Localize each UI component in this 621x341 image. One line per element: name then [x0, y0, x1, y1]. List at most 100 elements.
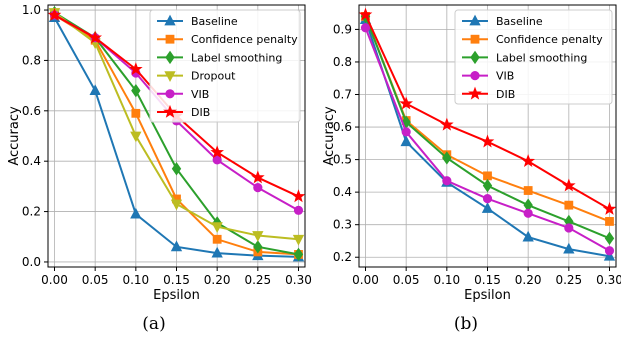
data-point	[564, 223, 574, 233]
y-tick-label: 0.5	[333, 153, 352, 167]
data-point	[212, 234, 222, 244]
y-axis-label: Accuracy	[7, 106, 22, 166]
x-tick-label: 0.05	[82, 273, 109, 287]
data-point	[399, 96, 413, 110]
y-tick-label: 0.8	[22, 53, 41, 67]
data-point	[131, 83, 141, 98]
data-point	[88, 30, 102, 44]
data-point	[129, 62, 143, 76]
legend-marker	[469, 14, 481, 26]
y-tick-label: 0.7	[333, 88, 352, 102]
legend-label: Baseline	[496, 15, 543, 28]
x-tick-label: 0.30	[596, 273, 621, 287]
data-point	[442, 151, 452, 165]
y-tick-label: 0.4	[22, 154, 41, 168]
y-tick-label: 0.6	[22, 104, 41, 118]
data-point	[358, 7, 373, 21]
data-point	[293, 247, 304, 262]
x-tick-label: 0.00	[352, 273, 379, 287]
legend-marker	[470, 50, 480, 65]
x-tick-label: 0.20	[515, 273, 542, 287]
legend-marker	[164, 71, 176, 82]
y-tick-label: 0.6	[333, 120, 352, 134]
x-tick-label: 0.10	[433, 273, 460, 287]
data-point	[605, 217, 614, 226]
legend-label: Confidence penalty	[191, 33, 298, 46]
legend-marker	[164, 14, 176, 26]
data-point	[170, 199, 183, 211]
legend-marker	[470, 34, 480, 44]
legend-entry: DIB	[157, 104, 210, 119]
data-point	[130, 207, 142, 219]
data-point	[564, 200, 574, 210]
legend-entry: VIB	[462, 70, 514, 83]
data-point	[251, 170, 265, 184]
data-point	[563, 242, 575, 254]
data-point	[131, 108, 141, 118]
data-point	[482, 194, 493, 204]
legend-label: Baseline	[191, 15, 238, 28]
y-tick-label: 0.9	[333, 22, 352, 36]
legend-entry: Confidence penalty	[462, 33, 603, 46]
data-point	[210, 145, 224, 159]
y-tick-label: 0.4	[333, 185, 352, 199]
data-point	[562, 178, 576, 192]
data-point	[360, 23, 371, 33]
x-axis-label: Epsilon	[464, 288, 511, 303]
y-tick-label: 0.2	[22, 205, 41, 219]
legend-entry: Confidence penalty	[157, 33, 298, 46]
data-point	[130, 131, 142, 143]
legend-entry: Baseline	[462, 14, 543, 28]
data-point	[293, 205, 304, 215]
data-point	[292, 234, 305, 246]
x-tick-label: 0.25	[244, 273, 271, 287]
data-point	[603, 249, 616, 261]
data-point	[602, 201, 617, 215]
legend-entry: Dropout	[157, 70, 236, 83]
y-tick-label: 0.2	[333, 250, 352, 264]
data-point	[291, 189, 306, 203]
data-point	[212, 155, 222, 165]
data-point	[252, 231, 264, 242]
legend: Baseline Confidence penalty Label smoothin…	[149, 9, 301, 123]
data-point	[253, 183, 263, 193]
legend-marker	[165, 34, 175, 44]
legend-box	[454, 9, 613, 105]
chart-panel-a: 0.0 0.2 0.4 0.6 0.8 1.0 0.00 0.05 0.10 0.15 0.20 0.…	[7, 3, 312, 334]
data-point	[523, 208, 533, 218]
legend-marker	[165, 50, 175, 65]
legend-marker	[468, 86, 482, 100]
legend-label: Label smoothing	[496, 51, 587, 64]
legend-box	[149, 9, 301, 123]
data-point	[523, 186, 533, 195]
data-point	[211, 222, 223, 234]
data-point	[522, 230, 534, 242]
x-axis-label: Epsilon	[153, 288, 200, 303]
legend-label: VIB	[191, 88, 209, 101]
legend-label: VIB	[496, 70, 514, 83]
x-tick-label: 0.10	[122, 273, 149, 287]
legend-entry: Label smoothing	[157, 50, 282, 65]
data-point	[401, 127, 411, 137]
x-tick-label: 0.15	[163, 273, 190, 287]
data-point	[442, 176, 452, 186]
data-point	[400, 135, 412, 147]
figure-caption: (a)	[142, 314, 165, 334]
legend-entry: Baseline	[157, 14, 238, 28]
legend-marker	[165, 89, 175, 99]
data-point	[482, 178, 493, 193]
data-point	[483, 171, 492, 181]
legend-label: DIB	[191, 106, 210, 119]
legend-label: Dropout	[191, 70, 236, 83]
legend-entry: DIB	[462, 86, 515, 101]
legend-entry: VIB	[157, 88, 209, 101]
legend-label: DIB	[496, 88, 515, 101]
y-tick-label: 1.0	[22, 3, 41, 17]
y-tick-label: 0.3	[333, 218, 352, 232]
x-tick-label: 0.30	[285, 273, 312, 287]
data-point	[604, 246, 615, 256]
figure-caption: (b)	[454, 314, 478, 334]
legend-label: Confidence penalty	[496, 33, 603, 46]
data-point	[47, 7, 62, 21]
